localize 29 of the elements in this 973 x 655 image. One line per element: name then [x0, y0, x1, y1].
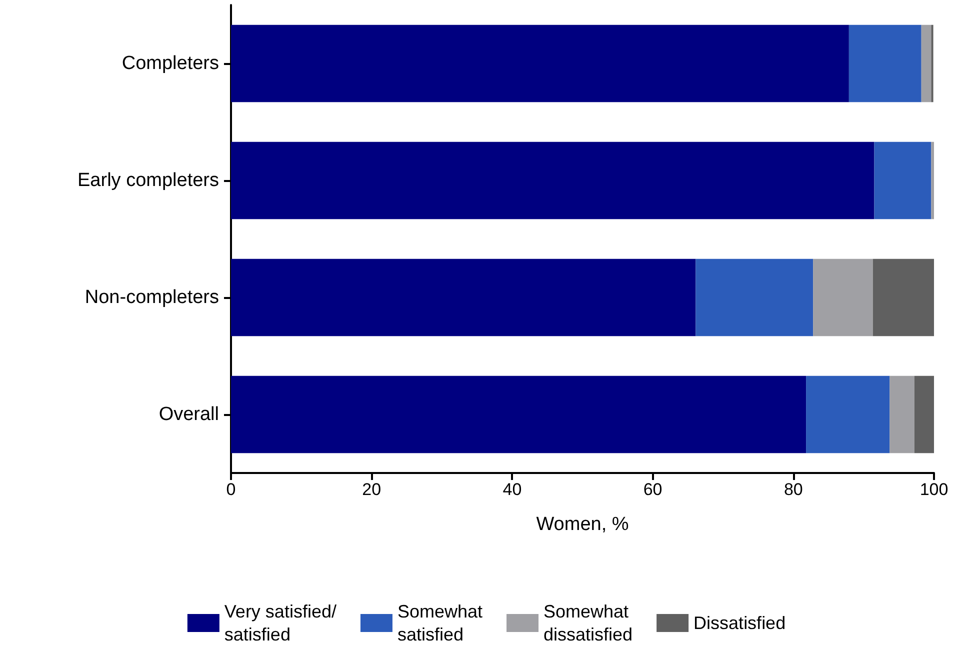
bar [931, 142, 934, 220]
bar [872, 258, 934, 336]
x-tick-label: 100 [920, 480, 948, 499]
bar [231, 258, 696, 336]
y-tick-label: Completers [122, 53, 219, 74]
legend-label: Dissatisfied [694, 613, 786, 633]
bar [890, 376, 914, 454]
x-tick-label: 60 [643, 480, 662, 499]
legend-label: Somewhat satisfied [397, 602, 483, 644]
bar [696, 258, 814, 336]
bar [231, 142, 874, 220]
x-tick-label: 0 [226, 480, 236, 499]
x-tick-label: 20 [362, 480, 382, 499]
bar [813, 258, 873, 336]
bar [921, 24, 932, 102]
x-tick-label: 40 [502, 480, 522, 499]
y-tick-label: Non-completers [84, 287, 219, 308]
bar [231, 376, 806, 454]
bar [848, 24, 922, 102]
legend-label: Somewhat dissatisfied [544, 602, 633, 644]
bar [806, 376, 890, 454]
bar [231, 24, 849, 102]
bar [914, 376, 934, 454]
x-axis-title: Women, % [536, 514, 629, 535]
y-tick-label: Early completers [78, 170, 219, 191]
bar [874, 142, 932, 220]
y-tick-label: Overall [158, 404, 219, 425]
legend-label: Very satisfied/ satisfied [224, 602, 336, 644]
x-tick-label: 80 [784, 480, 803, 499]
